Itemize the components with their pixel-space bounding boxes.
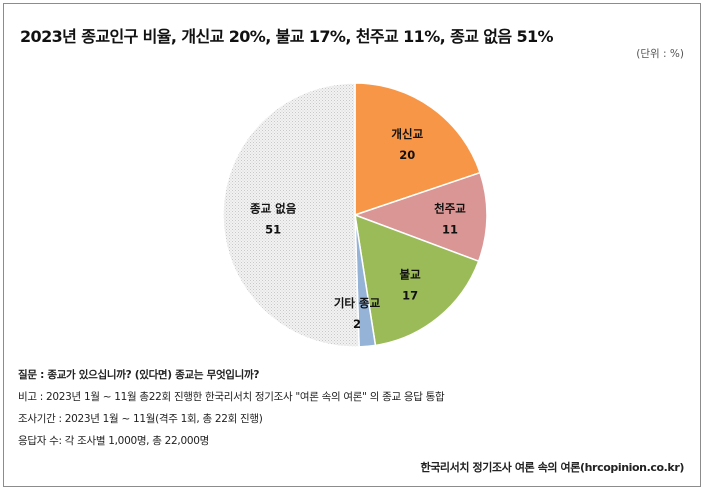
unit-label: (단위 : %) bbox=[636, 48, 684, 60]
note-respondents: 응답자 수: 각 조사별 1,000명, 총 22,000명 bbox=[18, 435, 209, 447]
pie-labels: 개신교 20 천주교 11 불교 17 기타 종교 2 종교 없음 51 bbox=[250, 127, 466, 331]
slice-value-buddhism: 17 bbox=[402, 289, 418, 303]
slice-label-protestant: 개신교 bbox=[391, 127, 423, 141]
slice-value-other: 2 bbox=[353, 317, 361, 331]
note-question: 질문 : 종교가 있으십니까? (있다면) 종교는 무엇입니까? bbox=[18, 369, 260, 381]
note-period: 조사기간 : 2023년 1월 ~ 11월(격주 1회, 총 22회 진행) bbox=[18, 413, 263, 425]
slice-value-none: 51 bbox=[265, 222, 281, 236]
slice-label-catholic: 천주교 bbox=[434, 201, 466, 215]
pie-slice-protestant bbox=[354, 82, 481, 217]
pie-slice-none bbox=[222, 82, 360, 348]
slice-label-none: 종교 없음 bbox=[250, 201, 297, 215]
pie-chart: 개신교 20 천주교 11 불교 17 기타 종교 2 종교 없음 51 bbox=[222, 82, 488, 348]
slice-label-buddhism: 불교 bbox=[399, 268, 421, 282]
slice-value-protestant: 20 bbox=[399, 148, 415, 162]
slice-value-catholic: 11 bbox=[442, 222, 458, 236]
slice-label-other: 기타 종교 bbox=[334, 296, 381, 310]
pie-slice-buddhism bbox=[354, 213, 480, 347]
notes-block: 질문 : 종교가 있으십니까? (있다면) 종교는 무엇입니까? 비고 : 20… bbox=[18, 364, 445, 452]
source-label: 한국리서치 정기조사 여론 속의 여론(hrcopinion.co.kr) bbox=[420, 461, 684, 474]
pie-slices bbox=[222, 82, 488, 348]
note-remark: 비고 : 2023년 1월 ~ 11월 총22회 진행한 한국리서치 정기조사 … bbox=[18, 391, 445, 403]
pie-slice-catholic bbox=[352, 171, 488, 263]
chart-title: 2023년 종교인구 비율, 개신교 20%, 불교 17%, 천주교 11%,… bbox=[20, 27, 554, 46]
chart-frame: 2023년 종교인구 비율, 개신교 20%, 불교 17%, 천주교 11%,… bbox=[3, 3, 701, 487]
